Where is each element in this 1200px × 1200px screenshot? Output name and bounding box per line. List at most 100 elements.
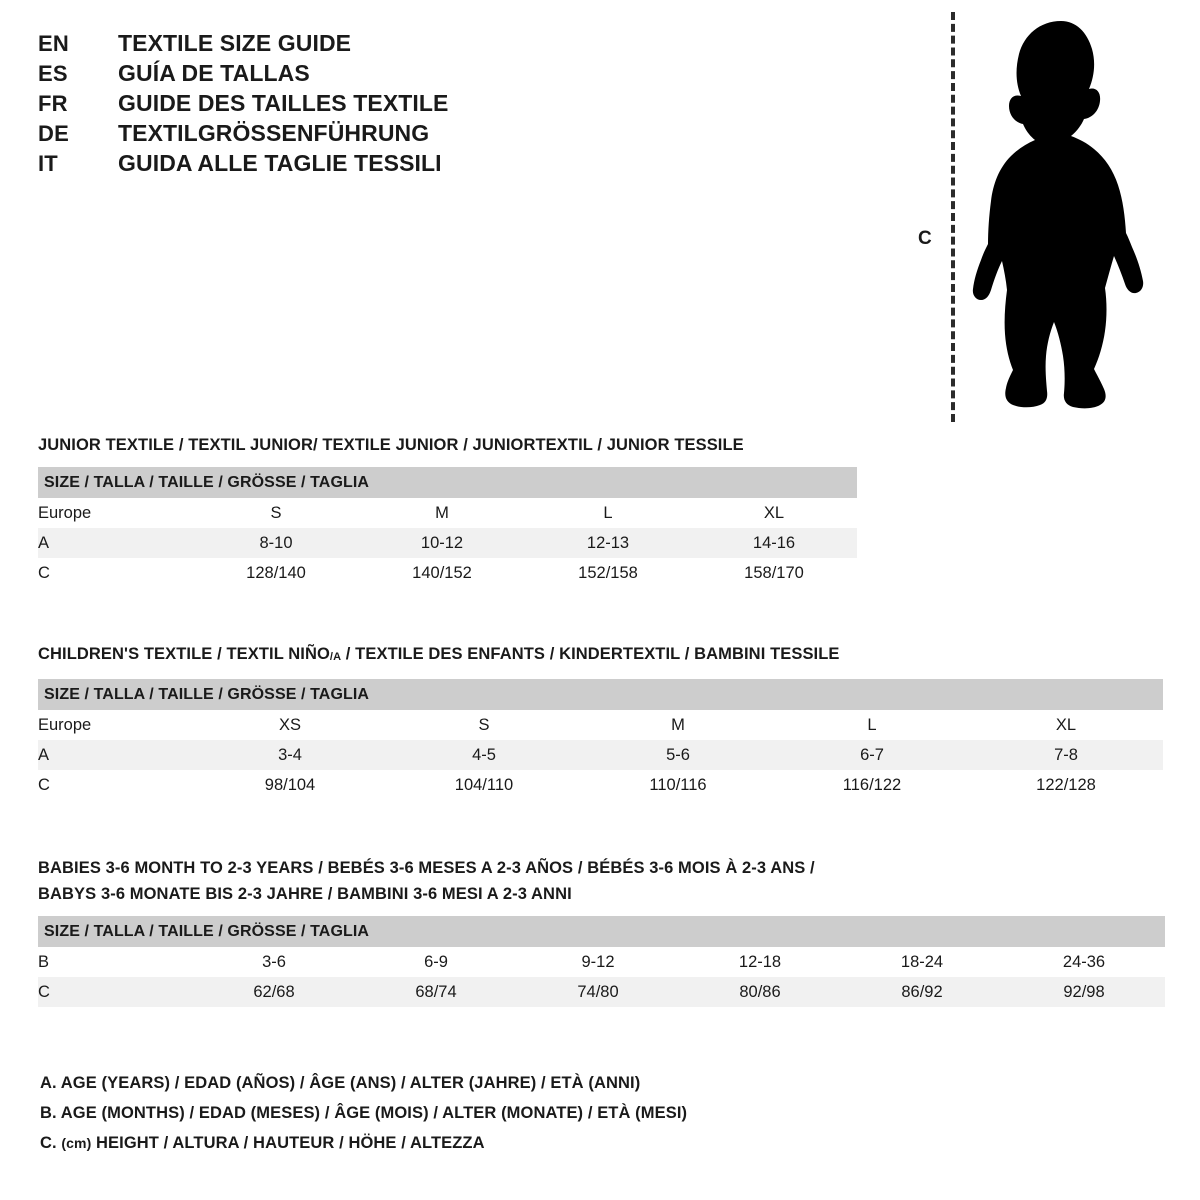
section-title-children: CHILDREN'S TEXTILE / TEXTIL NIÑO/A / TEX… [38, 641, 1163, 670]
section-title-children-post: / TEXTILE DES ENFANTS / KINDERTEXTIL / B… [341, 645, 840, 663]
legend-line-c-post: HEIGHT / ALTURA / HAUTEUR / HÖHE / ALTEZ… [91, 1134, 485, 1152]
children-band-label: SIZE / TALLA / TAILLE / GRÖSSE / TAGLIA [38, 679, 1163, 710]
children-cell-c-2: 110/116 [649, 775, 707, 794]
junior-cell-c-3: 158/170 [744, 563, 804, 582]
junior-cell-a-3: 14-16 [691, 528, 857, 558]
table-row: Europe XS S M L XL [38, 710, 1163, 740]
table-row: B 3-6 6-9 9-12 12-18 18-24 24-36 [38, 947, 1165, 977]
children-size-table: SIZE / TALLA / TAILLE / GRÖSSE / TAGLIA … [38, 679, 1163, 800]
language-code-es: ES [38, 61, 68, 86]
language-row-it: IT GUIDA ALLE TAGLIE TESSILI [38, 150, 598, 180]
language-title-de: TEXTILGRÖSSENFÜHRUNG [118, 120, 430, 146]
language-title-en: TEXTILE SIZE GUIDE [118, 30, 352, 56]
junior-cell-c-0: 128/140 [246, 563, 306, 582]
junior-cell-europe-0: S [270, 503, 282, 522]
language-row-fr: FR GUIDE DES TAILLES TEXTILE [38, 90, 598, 120]
legend-line-c: C. (cm) HEIGHT / ALTURA / HAUTEUR / HÖHE… [40, 1128, 940, 1158]
babies-cell-c-1: 68/74 [355, 977, 517, 1007]
babies-table-band: SIZE / TALLA / TAILLE / GRÖSSE / TAGLIA [38, 916, 1165, 947]
table-row: C 62/68 68/74 74/80 80/86 86/92 92/98 [38, 977, 1165, 1007]
junior-cell-c-1: 140/152 [412, 563, 472, 582]
children-row-label-c: C [38, 775, 50, 794]
height-figure-block: C [900, 12, 1170, 424]
table-row: A 3-4 4-5 5-6 6-7 7-8 [38, 740, 1163, 770]
babies-cell-c-0: 62/68 [193, 977, 355, 1007]
language-code-de: DE [38, 121, 69, 146]
children-cell-a-0: 3-4 [193, 740, 387, 770]
children-cell-europe-4: XL [1055, 715, 1077, 734]
legend-line-c-unit: (cm) [61, 1135, 92, 1151]
children-cell-europe-3: L [867, 715, 877, 734]
junior-row-label-c: C [38, 563, 50, 582]
children-cell-europe-1: S [478, 715, 490, 734]
junior-row-label-europe: Europe [38, 503, 92, 522]
section-babies-textile: BABIES 3-6 MONTH TO 2-3 YEARS / BEBÉS 3-… [38, 855, 1165, 1007]
babies-cell-c-2: 74/80 [517, 977, 679, 1007]
junior-cell-europe-2: L [603, 503, 613, 522]
section-junior-textile: JUNIOR TEXTILE / TEXTIL JUNIOR/ TEXTILE … [38, 432, 857, 588]
babies-cell-c-5: 92/98 [1003, 977, 1165, 1007]
language-row-en: EN TEXTILE SIZE GUIDE [38, 30, 598, 60]
language-header: EN TEXTILE SIZE GUIDE ES GUÍA DE TALLAS … [38, 30, 598, 180]
table-row: C 98/104 104/110 110/116 116/122 122/128 [38, 770, 1163, 800]
babies-cell-b-3: 12-18 [738, 952, 782, 971]
language-code-it: IT [38, 151, 58, 176]
section-title-children-sub: /A [329, 651, 342, 663]
table-row: A 8-10 10-12 12-13 14-16 [38, 528, 857, 558]
height-measure-dashed-line [951, 12, 955, 422]
children-cell-c-1: 104/110 [454, 775, 514, 794]
junior-cell-europe-1: M [435, 503, 449, 522]
children-table-band: SIZE / TALLA / TAILLE / GRÖSSE / TAGLIA [38, 679, 1163, 710]
height-measure-label: C [918, 228, 932, 249]
legend-line-a: A. AGE (YEARS) / EDAD (AÑOS) / ÂGE (ANS)… [40, 1074, 641, 1092]
junior-cell-c-2: 152/158 [578, 563, 638, 582]
children-cell-c-4: 122/128 [1036, 775, 1096, 794]
table-row: Europe S M L XL [38, 498, 857, 528]
junior-row-label-a: A [38, 528, 193, 558]
babies-cell-b-0: 3-6 [262, 952, 286, 971]
children-cell-a-4: 7-8 [969, 740, 1163, 770]
children-row-label-a: A [38, 740, 193, 770]
babies-cell-b-2: 9-12 [581, 952, 615, 971]
legend-line-b: B. AGE (MONTHS) / EDAD (MESES) / ÂGE (MO… [40, 1104, 688, 1122]
babies-row-label-c: C [38, 977, 193, 1007]
children-cell-europe-0: XS [278, 715, 301, 734]
language-title-es: GUÍA DE TALLAS [118, 60, 310, 86]
junior-cell-a-1: 10-12 [359, 528, 525, 558]
junior-size-table: SIZE / TALLA / TAILLE / GRÖSSE / TAGLIA … [38, 467, 857, 588]
children-cell-c-0: 98/104 [264, 775, 316, 794]
junior-table-band: SIZE / TALLA / TAILLE / GRÖSSE / TAGLIA [38, 467, 857, 498]
children-cell-a-2: 5-6 [581, 740, 775, 770]
babies-cell-c-4: 86/92 [841, 977, 1003, 1007]
language-code-en: EN [38, 31, 69, 56]
section-title-babies-line1: BABIES 3-6 MONTH TO 2-3 YEARS / BEBÉS 3-… [38, 859, 815, 877]
junior-cell-a-2: 12-13 [525, 528, 691, 558]
children-cell-a-3: 6-7 [775, 740, 969, 770]
section-title-babies-line2: BABYS 3-6 MONATE BIS 2-3 JAHRE / BAMBINI… [38, 885, 572, 903]
section-childrens-textile: CHILDREN'S TEXTILE / TEXTIL NIÑO/A / TEX… [38, 641, 1163, 800]
children-row-label-europe: Europe [38, 715, 92, 734]
children-cell-c-3: 116/122 [842, 775, 902, 794]
legend-line-c-pre: C. [40, 1134, 62, 1152]
language-row-es: ES GUÍA DE TALLAS [38, 60, 598, 90]
babies-band-label: SIZE / TALLA / TAILLE / GRÖSSE / TAGLIA [38, 916, 1165, 947]
table-row: C 128/140 140/152 152/158 158/170 [38, 558, 857, 588]
language-row-de: DE TEXTILGRÖSSENFÜHRUNG [38, 120, 598, 150]
junior-cell-europe-3: XL [763, 503, 785, 522]
section-title-children-pre: CHILDREN'S TEXTILE / TEXTIL NIÑO [38, 645, 330, 663]
junior-band-label: SIZE / TALLA / TAILLE / GRÖSSE / TAGLIA [38, 467, 857, 498]
children-cell-europe-2: M [671, 715, 685, 734]
babies-size-table: SIZE / TALLA / TAILLE / GRÖSSE / TAGLIA … [38, 916, 1165, 1007]
babies-cell-b-4: 18-24 [900, 952, 944, 971]
section-title-junior: JUNIOR TEXTILE / TEXTIL JUNIOR/ TEXTILE … [38, 436, 744, 454]
child-silhouette-icon [972, 21, 1144, 409]
language-title-it: GUIDA ALLE TAGLIE TESSILI [118, 150, 442, 176]
children-cell-a-1: 4-5 [387, 740, 581, 770]
babies-cell-c-3: 80/86 [679, 977, 841, 1007]
babies-row-label-b: B [38, 952, 50, 971]
language-code-fr: FR [38, 91, 68, 116]
babies-cell-b-5: 24-36 [1062, 952, 1106, 971]
junior-cell-a-0: 8-10 [193, 528, 359, 558]
babies-cell-b-1: 6-9 [424, 952, 448, 971]
legend-block: A. AGE (YEARS) / EDAD (AÑOS) / ÂGE (ANS)… [40, 1068, 940, 1158]
